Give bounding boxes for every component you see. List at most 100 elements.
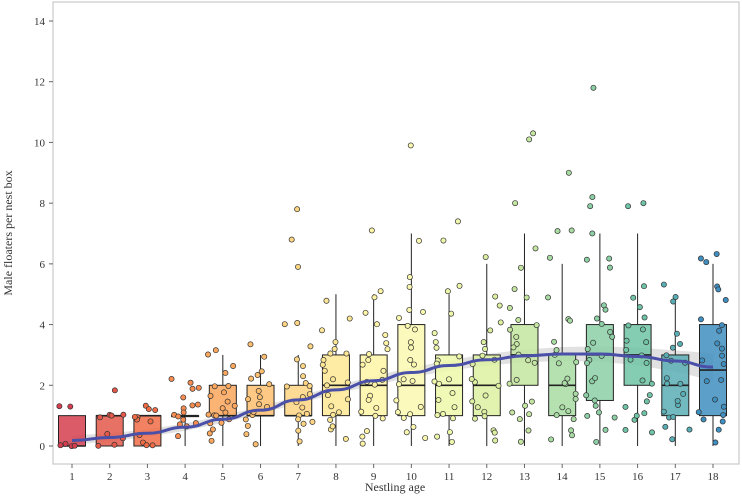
jitter-point [584,360,590,366]
jitter-point [548,436,555,443]
jitter-point [695,409,702,416]
jitter-point [482,392,489,399]
y-tick-label: 4 [40,320,46,332]
y-tick-label: 6 [40,259,46,271]
jitter-point [295,427,302,434]
jitter-point [515,317,522,323]
jitter-point [406,306,413,313]
jitter-point [255,388,262,394]
jitter-point [531,359,538,366]
jitter-point [359,440,366,447]
jitter-point [680,390,687,397]
jitter-point [434,412,441,419]
jitter-point [327,416,334,423]
jitter-point [719,352,725,359]
jitter-point [406,274,413,281]
y-tick-label: 14 [34,16,46,28]
jitter-point [372,412,379,419]
jitter-point [396,314,402,321]
jitter-point [309,418,316,425]
jitter-point [592,402,599,409]
jitter-point [630,294,637,301]
jitter-point [220,389,227,396]
jitter-point [328,403,335,410]
jitter-point [422,435,429,441]
jitter-point [649,429,655,436]
jitter-point [180,409,187,416]
jitter-point [584,346,591,353]
jitter-point [281,321,288,328]
jitter-point [672,294,679,300]
smooth-line-layer [71,352,714,443]
jitter-point [602,426,609,433]
outlier-point [589,194,596,201]
jitter-point [594,315,600,322]
jitter-point [718,376,725,383]
jitter-point [633,412,640,419]
jitter-point [641,410,648,417]
x-tick-label: 9 [371,471,377,483]
jitter-point [440,237,447,244]
jitter-point [211,383,218,390]
jitter-point [205,351,211,358]
jitter-point [432,339,439,346]
jitter-point [497,319,504,326]
jitter-point [409,377,416,384]
jitter-point [67,403,74,410]
jitter-point [516,416,523,423]
jitter-point [111,441,118,448]
jitter-point [209,426,216,433]
x-tick-label: 18 [708,471,720,483]
jitter-point [518,264,524,271]
y-axis-title: Male floaters per nest box [1,170,15,295]
x-axis-ticks: 1 2 3 4 5 6 7 8 9 10 11 12 13 14 15 16 17 18 [69,464,719,483]
jitter-point [346,315,353,322]
jitter-point [145,406,152,413]
smooth-trend-line [71,352,714,443]
jitter-point [56,403,63,410]
jitter-point [302,380,309,387]
jitter-point [492,293,499,300]
jitter-point [545,294,552,301]
jitter-point [559,404,566,411]
jitter-point [365,357,372,363]
jitter-point [71,442,78,449]
jitter-point [583,392,590,399]
jitter-point [449,390,456,397]
jitter-point [565,408,572,415]
jitter-point [373,404,380,411]
jitter-point [506,380,513,387]
jitter-point [256,394,263,401]
jitter-point [335,409,342,416]
jitter-point [583,256,590,263]
jitter-point [641,283,647,290]
jitter-point [639,377,646,384]
jitter-point [295,416,302,423]
jitter-point [598,321,605,327]
jitter-point [363,428,370,435]
jitter-point [407,357,414,363]
jitter-point [495,382,502,389]
y-axis-ticks: 0 2 4 6 8 10 12 14 [34,16,53,453]
outlier-point [288,236,295,243]
jitter-point [248,375,255,382]
outlier-point [454,218,461,225]
jitter-point [572,396,579,402]
jitter-point [713,251,720,257]
jitter-point [300,363,306,369]
jitter-point [664,380,671,387]
jitter-point [525,357,532,364]
jitter-point [481,413,488,420]
jitter-point [382,332,389,338]
jitter-point [511,286,518,292]
jitter-point [294,320,301,326]
jitter-point [359,433,366,440]
jitter-point [507,326,513,333]
jitter-point [245,396,251,403]
jitter-point [591,397,598,404]
jitter-point [670,413,677,420]
jitter-point [719,418,726,425]
jitter-point [584,413,591,419]
jitter-point [149,442,156,449]
jitter-point [319,361,326,368]
